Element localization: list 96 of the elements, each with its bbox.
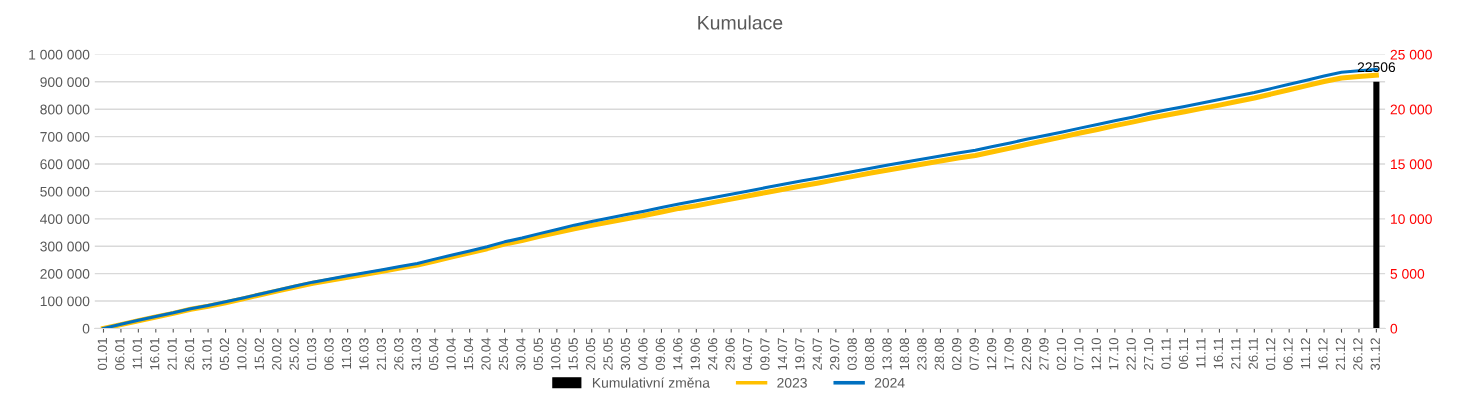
x-tick-label: 04.06 (638, 338, 648, 370)
x-tick-label: 01.03 (306, 338, 317, 370)
x-tick-label: 26.11 (1248, 338, 1258, 369)
x-tick-label: 01.01 (97, 338, 108, 370)
y-tick-label: 900 000 (40, 77, 90, 87)
y-tick-label: 0 (82, 323, 90, 334)
x-tick-label: 16.03 (359, 338, 369, 370)
x-tick-label: 01.12 (1265, 338, 1276, 370)
x-tick-label: 31.03 (411, 338, 421, 370)
x-tick-label: 14.06 (673, 338, 683, 370)
x-tick-label: 09.07 (760, 338, 770, 370)
x-tick-label: 14.07 (777, 338, 788, 370)
x-tick-label: 22.10 (1126, 337, 1136, 370)
y-tick-label: 500 000 (40, 186, 90, 197)
x-tick-label: 11.01 (132, 338, 142, 369)
x-tick-label: 10.05 (551, 338, 561, 370)
x-tick-label: 26.01 (184, 338, 195, 370)
x-tick-label: 10.02 (237, 338, 247, 370)
y-tick-label: 600 000 (40, 159, 90, 170)
y-tick-label: 200 000 (40, 268, 90, 279)
x-tick-label: 07.10 (1074, 337, 1084, 370)
x-tick-label: 29.06 (725, 338, 735, 370)
x-tick-label: 11.12 (1300, 338, 1311, 369)
x-tick-label: 15.04 (463, 337, 474, 370)
x-tick-label: 24.06 (707, 338, 718, 370)
x-tick-label: 05.04 (428, 337, 439, 370)
x-tick-label: 20.04 (481, 337, 491, 370)
x-tick-label: 16.12 (1318, 338, 1328, 370)
x-tick-label: 22.09 (1021, 338, 1032, 370)
x-tick-label: 11.03 (341, 338, 352, 369)
x-tick-label: 05.02 (219, 338, 230, 370)
chart-title: Kumulace (698, 15, 783, 30)
x-tick-label: 06.11 (1178, 338, 1189, 369)
x-tick-label: 15.02 (254, 338, 264, 370)
x-tick-label: 06.01 (115, 338, 125, 370)
x-tick-label: 03.08 (847, 338, 857, 370)
x-tick-label: 25.02 (289, 338, 299, 370)
x-tick-label: 20.05 (585, 338, 596, 370)
y-tick-label: 400 000 (40, 214, 90, 224)
x-tick-label: 19.07 (795, 338, 805, 370)
y-tick-label: 300 000 (40, 241, 90, 252)
x-tick-label: 21.01 (167, 338, 177, 370)
x-tick-label: 02.09 (952, 338, 962, 370)
x-tick-label: 28.08 (934, 338, 944, 370)
x-tick-label: 09.06 (655, 338, 666, 370)
y2-tick-label: 20 000 (1390, 104, 1432, 115)
x-tick-label: 30.05 (620, 338, 631, 370)
y2-tick-label: 10 000 (1391, 214, 1432, 224)
y2-tick-label: 15 000 (1391, 159, 1432, 170)
x-tick-label: 30.04 (516, 337, 526, 370)
x-tick-label: 27.10 (1143, 337, 1154, 370)
data-label: 22506 (1357, 62, 1396, 73)
legend-label: 2023 (777, 377, 807, 388)
x-tick-label: 10.04 (446, 337, 456, 370)
x-tick-label: 25.04 (498, 337, 509, 370)
x-tick-label: 06.12 (1283, 338, 1293, 370)
x-tick-label: 25.05 (603, 338, 613, 370)
x-tick-label: 16.11 (1213, 338, 1223, 369)
x-tick-label: 26.03 (394, 338, 404, 370)
x-tick-label: 06.03 (324, 338, 334, 370)
x-tick-label: 04.07 (742, 338, 753, 370)
y-tick-label: 700 000 (40, 131, 90, 142)
legend-label: 2024 (874, 377, 905, 388)
x-tick-label: 02.10 (1056, 337, 1067, 370)
x-tick-label: 08.08 (864, 338, 875, 370)
legend-label: Kumulativní změna (592, 377, 710, 388)
x-tick-label: 24.07 (812, 338, 822, 370)
x-tick-label: 27.09 (1039, 338, 1049, 370)
x-tick-label: 15.05 (568, 338, 578, 370)
x-tick-label: 13.08 (882, 338, 892, 370)
y-tick-label: 100 000 (40, 296, 90, 307)
y-tick-label: 1 000 000 (29, 49, 90, 60)
x-tick-label: 17.09 (1004, 338, 1014, 370)
y2-tick-label: 5 000 (1390, 268, 1425, 279)
y-tick-label: 800 000 (40, 104, 90, 115)
x-tick-label: 31.12 (1370, 338, 1380, 370)
x-tick-label: 23.08 (917, 338, 927, 370)
x-tick-label: 12.09 (986, 338, 997, 370)
x-tick-label: 18.08 (899, 338, 910, 370)
x-tick-label: 21.03 (376, 338, 387, 370)
x-tick-label: 07.09 (969, 338, 979, 370)
y2-tick-label: 0 (1390, 323, 1398, 334)
x-tick-label: 16.01 (150, 338, 160, 370)
x-tick-label: 19.06 (690, 338, 700, 370)
x-tick-label: 21.12 (1335, 338, 1345, 370)
x-tick-label: 26.12 (1353, 338, 1363, 370)
x-tick-label: 17.10 (1109, 337, 1119, 370)
x-tick-label: 12.10 (1091, 337, 1101, 370)
x-tick-label: 21.11 (1231, 338, 1241, 369)
x-tick-label: 31.01 (202, 338, 212, 370)
y2-tick-label: 25 000 (1390, 49, 1432, 60)
x-tick-label: 29.07 (830, 338, 840, 370)
x-tick-label: 20.02 (272, 338, 282, 370)
x-tick-label: 05.05 (533, 338, 543, 370)
x-tick-label: 01.11 (1161, 338, 1171, 369)
x-tick-label: 11.11 (1196, 338, 1206, 368)
